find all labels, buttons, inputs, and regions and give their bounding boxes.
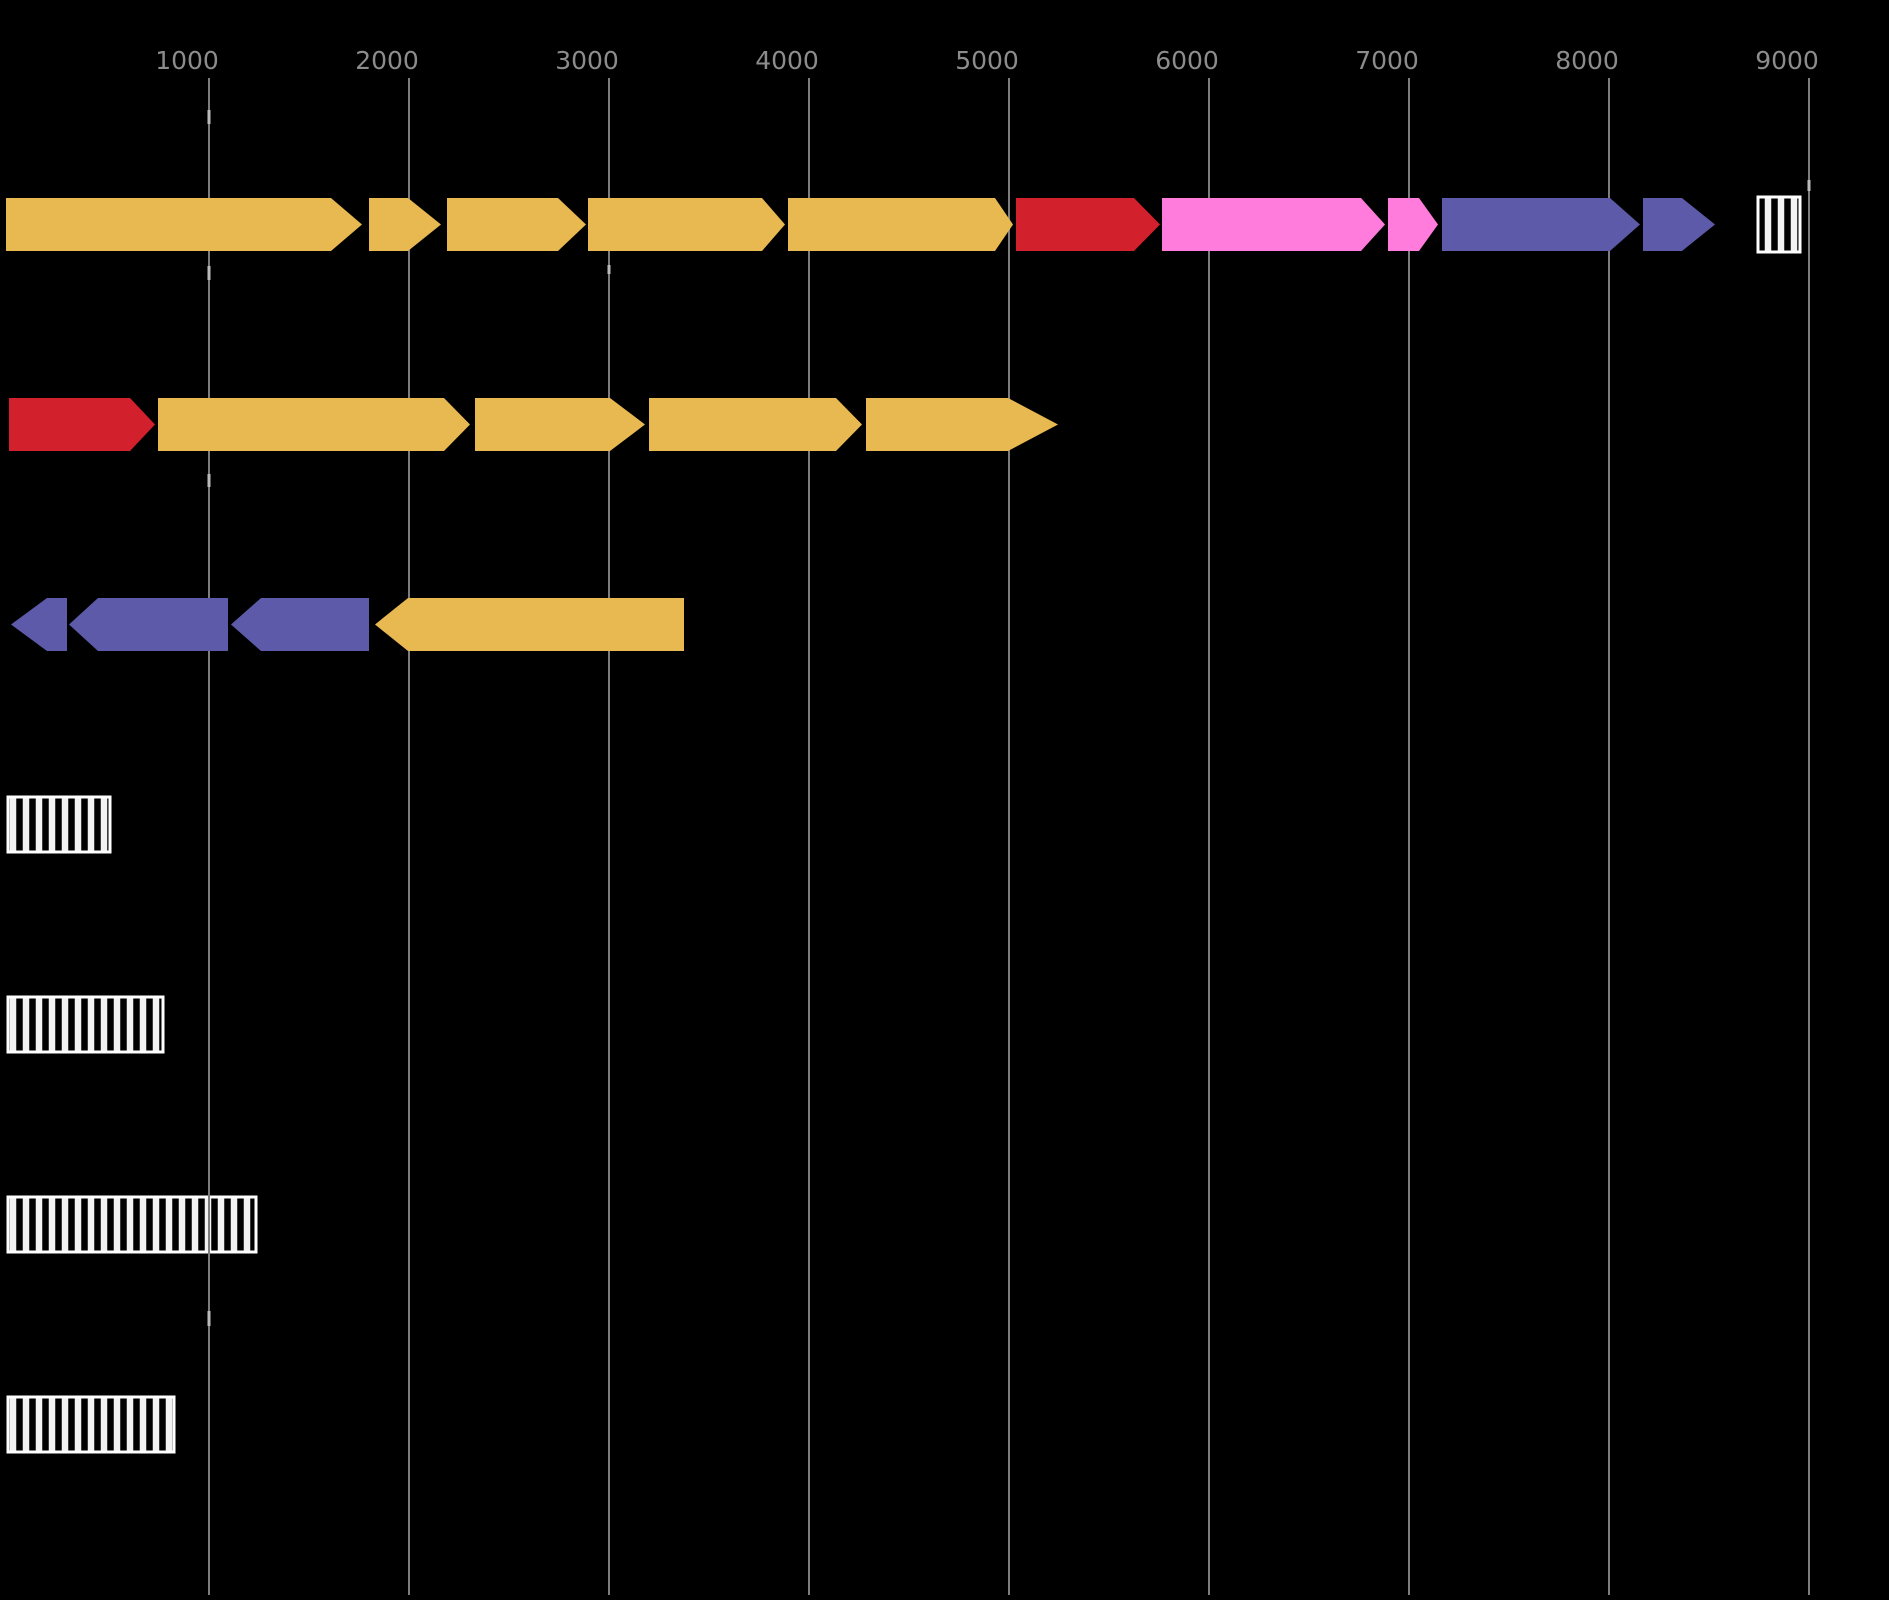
axis-tick-label: 8000 [1555, 46, 1619, 75]
gene-arrow-gold-forward [475, 398, 645, 451]
gene-arrow-gold-forward [866, 398, 1058, 451]
gene-arrow-gold-forward [447, 198, 586, 251]
hatched-region [6, 995, 165, 1054]
grid-layer: 1000 2000 3000 4000 5000 6000 7000 8000 9000 [155, 46, 1819, 1595]
axis-tick-label: 4000 [755, 46, 819, 75]
gene-arrow-purple-forward [1643, 198, 1715, 251]
gene-arrow-pink-forward [1388, 198, 1438, 251]
gene-arrow-gold-forward [6, 198, 362, 251]
gene-arrow-gold-forward [158, 398, 470, 451]
gene-arrow-pink-forward [1162, 198, 1385, 251]
hatched-regions-layer [6, 195, 1802, 1454]
gene-arrow-gold-forward [649, 398, 862, 451]
gene-arrow-red-forward [9, 398, 155, 451]
gene-arrow-purple-reverse [11, 598, 67, 651]
hatched-region [1756, 195, 1802, 254]
gene-arrow-gold-forward [788, 198, 1013, 251]
gene-arrow-gold-forward [369, 198, 441, 251]
gene-arrow-red-forward [1016, 198, 1160, 251]
hatched-region [6, 1195, 258, 1254]
axis-tick-label: 3000 [555, 46, 619, 75]
gene-arrow-purple-reverse [69, 598, 228, 651]
axis-tick-label: 6000 [1155, 46, 1219, 75]
hatched-region [6, 1395, 176, 1454]
gene-arrow-purple-reverse [231, 598, 369, 651]
gene-arrow-gold-forward [588, 198, 785, 251]
gene-arrows-layer [6, 198, 1715, 651]
gene-arrow-gold-reverse [375, 598, 684, 651]
gene-arrow-purple-forward [1442, 198, 1640, 251]
axis-tick-label: 2000 [355, 46, 419, 75]
hatched-region [6, 795, 112, 854]
axis-tick-label: 7000 [1355, 46, 1419, 75]
axis-tick-label: 1000 [155, 46, 219, 75]
axis-tick-label: 5000 [955, 46, 1019, 75]
axis-tick-label: 9000 [1755, 46, 1819, 75]
